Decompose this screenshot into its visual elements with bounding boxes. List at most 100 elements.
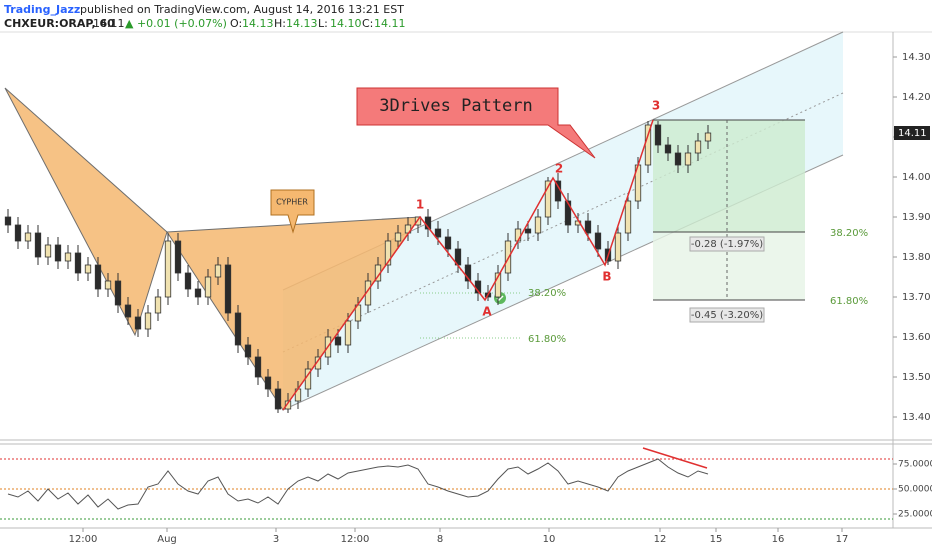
measure-label: -0.45 (-3.20%): [691, 310, 763, 321]
candle-body: [684, 152, 692, 166]
candle-body: [694, 140, 702, 154]
candle-body: [184, 272, 192, 290]
point-label: A: [482, 305, 492, 319]
y-tick-label: 14.20: [902, 92, 931, 103]
fib-label: 38.20%: [830, 228, 868, 239]
ohlc-value: 14.10: [330, 17, 362, 30]
candle-body: [674, 152, 682, 166]
candle-body: [434, 228, 442, 238]
ohlc-value: 14.13: [286, 17, 318, 30]
candle-body: [624, 200, 632, 234]
candle-body: [134, 316, 142, 330]
candle-body: [64, 252, 72, 262]
candle-body: [284, 400, 292, 410]
candle-body: [314, 356, 322, 370]
symbol: CHXEUR:ORAP, 60: [4, 17, 115, 30]
x-tick-label: Aug: [157, 534, 177, 545]
candle-body: [384, 240, 392, 266]
candle-body: [524, 228, 532, 234]
x-tick-label: 12:00: [341, 534, 370, 545]
candle-body: [34, 232, 42, 258]
measure-box: [689, 307, 765, 323]
candle-body: [84, 264, 92, 274]
cypher-callout: [270, 189, 315, 234]
candle-body: [74, 252, 82, 274]
target-zone: [653, 120, 805, 232]
candle-body: [4, 216, 12, 226]
change: ▲ +0.01 (+0.07%): [125, 17, 227, 30]
last-price-box: [894, 126, 930, 140]
published: published on TradingView.com, August 14,…: [80, 3, 404, 16]
ohlc-value: 14.13: [242, 17, 274, 30]
divergence-line: [642, 447, 708, 469]
ohlc-value: 14.11: [374, 17, 406, 30]
pattern-callout: [356, 87, 596, 159]
fib-label: 38.20%: [528, 288, 566, 299]
indicator-tick-label: 25.0000: [898, 510, 932, 520]
candle-body: [664, 144, 672, 154]
measure-box: [689, 236, 765, 252]
ohlc-label: H:: [274, 17, 286, 30]
y-tick-label: 14.30: [902, 52, 931, 63]
y-tick-label: 13.40: [902, 412, 931, 423]
candle-body: [514, 228, 522, 242]
marks: 14.3014.2014.1014.0013.9013.8013.7013.60…: [0, 52, 932, 545]
measure-label: -0.28 (-1.97%): [691, 239, 763, 250]
x-tick-label: 10: [543, 534, 556, 545]
last-price-label: 14.11: [898, 128, 927, 139]
x-tick-label: 12: [654, 534, 667, 545]
fib-label: 61.80%: [528, 334, 566, 345]
ohlc: O: 14.13 H: 14.13 L: 14.10 C: 14.11: [230, 17, 406, 30]
ohlc-label: O:: [230, 17, 242, 30]
candle-body: [614, 232, 622, 262]
candle-body: [394, 232, 402, 242]
y-tick-label: 13.80: [902, 252, 931, 263]
candle-body: [204, 276, 212, 298]
x-tick-label: 8: [437, 534, 443, 545]
candle-body: [344, 320, 352, 346]
point-label: B: [602, 270, 611, 284]
candle-body: [154, 296, 162, 314]
candle-body: [24, 232, 32, 242]
candle-body: [234, 312, 242, 346]
candle-body: [584, 220, 592, 234]
fib-label: 61.80%: [830, 296, 868, 307]
candle-body: [194, 288, 202, 298]
candle-body: [254, 356, 262, 378]
candle-body: [654, 124, 662, 146]
three-drives-line: [282, 119, 654, 411]
candle-body: [274, 388, 282, 410]
candle-body: [564, 200, 572, 226]
pattern-label: 3Drives Pattern: [379, 96, 533, 116]
candle-body: [164, 240, 172, 298]
candle-body: [44, 244, 52, 258]
point-label: 3: [652, 99, 660, 113]
y-tick-label: 14.00: [902, 172, 931, 183]
candle-body: [54, 244, 62, 262]
y-tick-label: 13.60: [902, 332, 931, 343]
author[interactable]: Trading_Jazz: [4, 3, 80, 16]
y-tick-label: 13.90: [902, 212, 931, 223]
x-tick-label: 16: [772, 534, 785, 545]
candle-body: [264, 376, 272, 390]
candle-body: [104, 280, 112, 290]
candle-body: [174, 240, 182, 274]
candle-body: [14, 224, 22, 242]
candle-body: [494, 272, 502, 298]
candle-body: [124, 304, 132, 318]
candle-body: [144, 312, 152, 330]
x-tick-label: 12:00: [69, 534, 98, 545]
candle-body: [224, 264, 232, 314]
candle-body: [504, 240, 512, 274]
ohlc-label: L:: [318, 17, 328, 30]
candle-body: [464, 264, 472, 282]
candle-body: [244, 344, 252, 358]
candle-body: [534, 216, 542, 234]
candle-body: [594, 232, 602, 250]
x-tick-label: 3: [273, 534, 279, 545]
indicator-tick-label: 75.0000: [898, 460, 932, 470]
x-tick-label: 15: [710, 534, 723, 545]
indicator-tick-label: 50.0000: [898, 485, 932, 495]
candle-body: [214, 264, 222, 278]
